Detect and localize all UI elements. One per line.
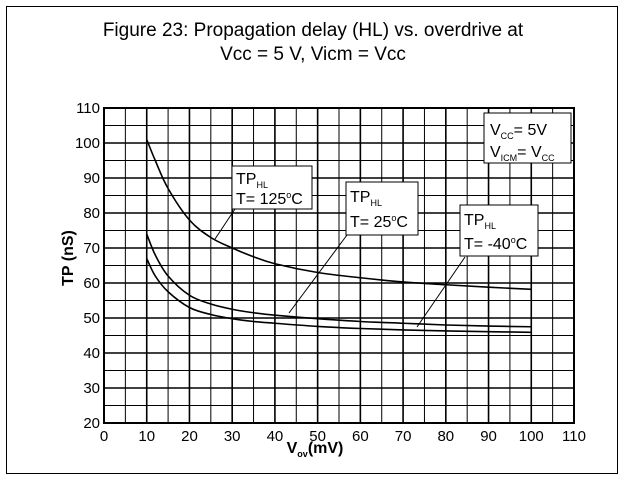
grid (103, 107, 575, 424)
chart-title-line-2: Vcc = 5 V, Vicm = Vcc (220, 44, 406, 65)
curves (145, 139, 532, 334)
chart-svg: 0 10 20 30 40 50 60 70 80 90 100 110 20 30 40 50 60 70 80 9… (60, 100, 586, 459)
x-tick-label: 20 (181, 428, 198, 445)
tick-labels: 0 10 20 30 40 50 60 70 80 90 100 110 20 30 40 50 60 70 80 9… (75, 100, 586, 445)
series-line-0 (145, 139, 532, 291)
svg-text:TPHL: TPHL (464, 212, 496, 231)
x-tick-label: 0 (100, 428, 108, 445)
x-tick-label: 90 (480, 428, 497, 445)
y-tick-label: 110 (76, 100, 100, 117)
leader-line-25c (288, 234, 348, 314)
svg-text:T= 125oC: T= 125oC (236, 190, 303, 208)
series-label-125c: TPHL T= 125oC (231, 165, 313, 210)
x-tick-label: 10 (138, 428, 155, 445)
svg-text:TPHL: TPHL (350, 189, 382, 208)
chart-title-line-1: Figure 23: Propagation delay (HL) vs. ov… (102, 20, 524, 41)
x-tick-label: 110 (562, 428, 586, 445)
series-label-minus40c: TPHL T= -40oC (459, 204, 539, 257)
series-label-25c: TPHL T= 25oC (345, 181, 419, 236)
plot-border (103, 107, 575, 424)
x-tick-label: 100 (519, 428, 544, 445)
x-tick-label: 60 (352, 428, 369, 445)
chart-title: Figure 23: Propagation delay (HL) vs. ov… (7, 19, 619, 67)
condition-vcc: VCC= 5V (490, 122, 547, 141)
y-tick-label: 50 (83, 310, 100, 327)
leader-line-125c (214, 208, 236, 240)
y-tick-label: 20 (83, 415, 100, 432)
x-tick-label: 30 (224, 428, 241, 445)
leader-line-minus40c (416, 256, 466, 328)
series-line-2 (146, 258, 532, 334)
x-tick-label: 70 (395, 428, 412, 445)
x-tick-label: 50 (309, 428, 326, 445)
x-tick-label: 80 (437, 428, 454, 445)
svg-text:T= 25oC: T= 25oC (350, 213, 408, 231)
figure-frame: Figure 23: Propagation delay (HL) vs. ov… (6, 6, 618, 474)
y-axis-label: TP (nS) (60, 230, 77, 286)
series-line-1 (145, 233, 532, 328)
condition-vicm: VICM= VCC (490, 144, 555, 163)
y-tick-label: 100 (75, 135, 100, 152)
x-axis-label: Vov(mV) (287, 440, 344, 459)
y-tick-label: 40 (83, 345, 100, 362)
y-tick-label: 60 (83, 275, 100, 292)
svg-text:T= -40oC: T= -40oC (464, 235, 527, 253)
y-tick-label: 30 (83, 380, 100, 397)
y-tick-label: 90 (83, 170, 100, 187)
svg-text:TPHL: TPHL (236, 171, 268, 190)
conditions-box: VCC= 5V VICM= VCC (483, 112, 572, 164)
leader-lines (214, 208, 466, 328)
y-tick-label: 80 (83, 205, 100, 222)
y-tick-label: 70 (83, 240, 100, 257)
x-tick-label: 40 (267, 428, 284, 445)
